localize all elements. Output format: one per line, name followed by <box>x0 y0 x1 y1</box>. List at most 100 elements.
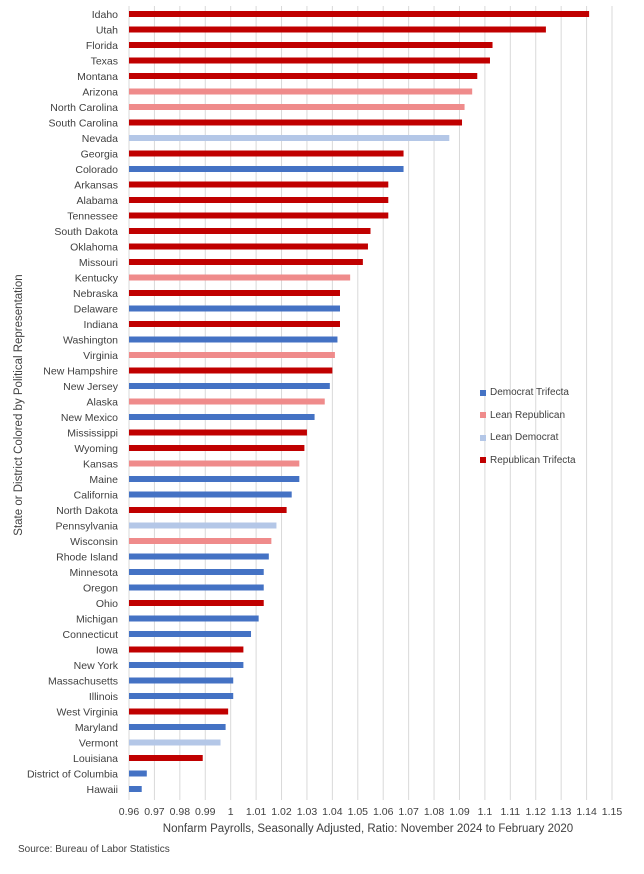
legend-item: Republican Trifecta <box>480 453 576 468</box>
x-tick-label: 1.09 <box>449 806 470 818</box>
category-label: Pennsylvania <box>56 520 119 532</box>
bar-illinois <box>129 693 234 699</box>
legend-label: Republican Trifecta <box>490 454 576 466</box>
bar-nebraska <box>129 290 340 296</box>
x-tick-label: 1.15 <box>602 806 623 818</box>
category-label: North Carolina <box>50 102 118 114</box>
bar-north-dakota <box>129 507 287 513</box>
bar-indiana <box>129 321 340 327</box>
bar-ohio <box>129 600 264 606</box>
category-label: New Mexico <box>61 412 118 424</box>
bar-south-dakota <box>129 228 371 234</box>
x-tick-label: 0.97 <box>144 806 165 818</box>
bar-alabama <box>129 197 389 203</box>
bar-oklahoma <box>129 243 368 250</box>
x-tick-label: 1.13 <box>551 806 572 818</box>
bar-massachusetts <box>129 677 234 684</box>
category-label: Missouri <box>79 257 118 269</box>
bars <box>129 11 590 792</box>
bar-michigan <box>129 615 259 622</box>
x-tick-label: 0.96 <box>119 806 140 818</box>
legend-label: Democrat Trifecta <box>490 387 569 398</box>
legend-item: Lean Republican <box>480 408 576 423</box>
bar-oregon <box>129 584 264 591</box>
category-label: Kentucky <box>75 272 119 284</box>
bar-vermont <box>129 739 221 746</box>
x-axis-title: Nonfarm Payrolls, Seasonally Adjusted, R… <box>163 823 573 835</box>
bar-missouri <box>129 259 363 265</box>
bar-wyoming <box>129 445 305 451</box>
category-labels: Idaho Utah Florida Texas Montana Arizona North… <box>27 9 119 796</box>
category-label: Hawaii <box>86 784 118 796</box>
category-label: Colorado <box>75 164 118 176</box>
bar-texas <box>129 57 490 64</box>
category-label: Alaska <box>86 396 118 408</box>
bar-washington <box>129 336 338 343</box>
bar-tennessee <box>129 212 389 219</box>
category-label: Washington <box>63 334 118 346</box>
category-label: Michigan <box>76 613 118 625</box>
bar-utah <box>129 26 546 33</box>
category-label: Montana <box>77 71 118 83</box>
category-label: Minnesota <box>70 567 119 579</box>
y-axis-title: State or District Colored by Political R… <box>13 274 25 535</box>
category-label: Iowa <box>96 644 118 656</box>
category-label: Wyoming <box>74 443 118 455</box>
category-label: Wisconsin <box>70 536 118 548</box>
source-note: Source: Bureau of Labor Statistics <box>18 844 170 855</box>
category-label: Kansas <box>83 458 118 470</box>
category-label: Texas <box>91 55 118 67</box>
category-label: Delaware <box>74 303 119 315</box>
bar-colorado <box>129 166 404 172</box>
bar-alaska <box>129 398 325 405</box>
bar-georgia <box>129 150 404 157</box>
legend: Democrat Trifecta Lean Republican Lean Dem… <box>480 385 576 475</box>
bar-california <box>129 491 292 498</box>
bar-kentucky <box>129 274 351 281</box>
x-tick-label: 0.99 <box>195 806 216 818</box>
x-tick-label: 1.01 <box>246 806 267 818</box>
bar-district-of-columbia <box>129 770 147 777</box>
bar-new-jersey <box>129 383 330 389</box>
bar-rhode-island <box>129 553 269 560</box>
bar-arizona <box>129 88 473 95</box>
category-label: Louisiana <box>73 753 118 765</box>
bar-louisiana <box>129 755 203 761</box>
category-label: Florida <box>86 40 118 52</box>
legend-swatch <box>480 434 486 441</box>
category-label: South Carolina <box>49 117 119 129</box>
category-label: New Hampshire <box>43 365 118 377</box>
category-label: Arkansas <box>74 179 118 191</box>
category-label: Rhode Island <box>56 551 118 563</box>
category-label: Alabama <box>77 195 119 207</box>
x-tick-label: 1.11 <box>500 806 520 818</box>
category-label: Tennessee <box>67 210 118 222</box>
category-label: Mississippi <box>67 427 118 439</box>
category-label: Arizona <box>82 86 118 98</box>
bar-connecticut <box>129 631 252 637</box>
legend-swatch <box>480 457 486 463</box>
bar-kansas <box>129 460 300 467</box>
bar-mississippi <box>129 429 307 436</box>
category-label: Maine <box>89 474 118 486</box>
bar-nevada <box>129 135 450 141</box>
category-label: Connecticut <box>63 629 119 641</box>
legend-label: Lean Republican <box>490 409 566 421</box>
x-tick-labels: 0.96 0.97 0.98 0.99 1 1.01 1.02 1.03 1.04 1.05 1.0… <box>119 806 623 818</box>
x-tick-label: 1.14 <box>576 806 597 818</box>
bar-hawaii <box>129 786 142 792</box>
category-label: Georgia <box>81 148 119 160</box>
x-tick-label: 1.06 <box>373 806 394 818</box>
bar-minnesota <box>129 569 264 575</box>
bar-new-york <box>129 662 244 668</box>
category-label: Massachusetts <box>48 675 118 687</box>
bar-north-carolina <box>129 104 465 110</box>
bar-new-hampshire <box>129 367 333 374</box>
x-tick-label: 1.12 <box>526 806 547 818</box>
category-label: Ohio <box>96 598 118 610</box>
bar-maryland <box>129 724 226 730</box>
category-label: Oklahoma <box>70 241 118 253</box>
x-tick-label: 1.1 <box>478 806 493 818</box>
x-tick-label: 1.08 <box>424 806 445 818</box>
